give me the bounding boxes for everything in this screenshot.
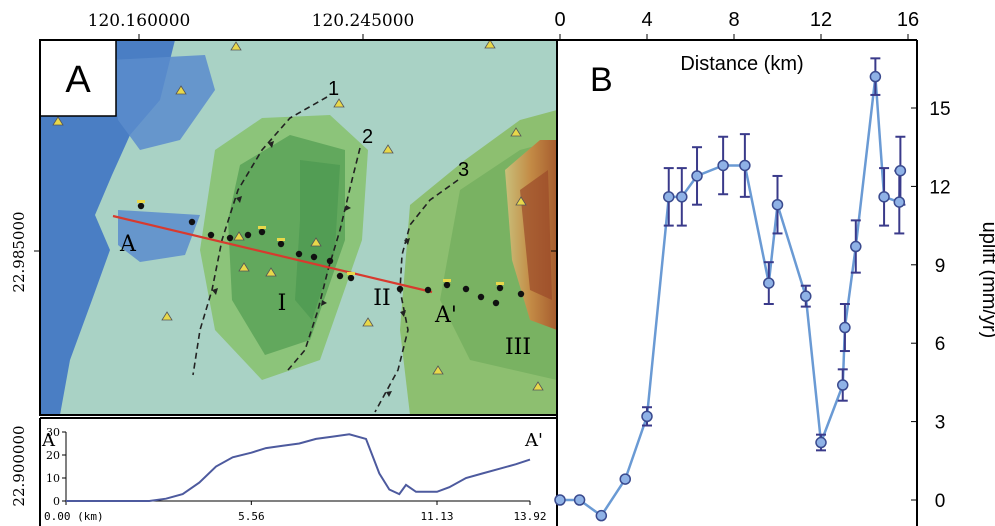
profile-y-tick-label: 30: [46, 426, 60, 439]
fault-label-2: 2: [362, 126, 373, 148]
profile-y-tick-label: 10: [46, 472, 60, 485]
y-tick-label: 15: [929, 99, 950, 120]
map-panel: A 1 2 3 I II III A A': [34, 34, 558, 416]
y-tick-label: 6: [935, 334, 946, 355]
map-top-tick-1: 120.160000: [88, 11, 191, 31]
profile-y-tick-label: 20: [46, 449, 60, 462]
profile-x-tick-label: 13.92: [513, 510, 546, 523]
fault-label-1: 1: [328, 78, 339, 100]
fault-lines: [192, 96, 459, 413]
fault-3: [374, 179, 459, 413]
chart-marks: [554, 57, 907, 522]
uplift-point: [554, 494, 566, 506]
panel-a-label: A: [65, 59, 91, 101]
profile-x-tick-label: 11.13: [420, 510, 453, 523]
uplift-point: [763, 277, 775, 289]
x-tick-label: 0: [554, 9, 565, 31]
fault-label-3: 3: [458, 159, 469, 181]
fault-2: [287, 147, 361, 371]
profile-x-tick-label: 0.00 (km): [44, 510, 104, 523]
uplift-point: [663, 191, 675, 203]
uplift-point: [771, 198, 784, 211]
elevation-profile-line: [66, 433, 531, 502]
profile-y-tick-label: 0: [53, 495, 60, 508]
profile-label-start: A: [41, 430, 56, 451]
uplift-point: [619, 473, 631, 485]
benchmark-caps: [137, 200, 504, 285]
y-tick-label: 9: [935, 256, 946, 277]
y-axis-title: uplift (mm/yr): [978, 222, 995, 339]
y-tick-label: 0: [935, 491, 946, 512]
x-tick-label: 16: [897, 9, 919, 31]
x-tick-label: 4: [641, 9, 652, 31]
uplift-point: [573, 494, 586, 506]
uplift-point: [878, 191, 890, 203]
profile-x-tick-label: 5.56: [238, 510, 265, 523]
x-tick-label: 12: [810, 9, 832, 31]
map-top-tick-2: 120.245000: [312, 11, 415, 31]
elevation-profile-panel: A A' 30 20 10 0 0.00 (km) 5.56 11.13 13.92: [39, 417, 558, 526]
uplift-point: [676, 191, 688, 203]
uplift-point: [839, 321, 851, 334]
fault-1: [192, 96, 328, 376]
profile-line: [112, 214, 433, 294]
uplift-point: [869, 70, 882, 83]
uplift-point: [894, 164, 907, 177]
profile-label-end: A': [524, 430, 543, 451]
block-label-3: III: [505, 335, 531, 360]
uplift-point: [717, 159, 729, 172]
uplift-point: [739, 159, 751, 172]
block-label-2: II: [373, 286, 390, 311]
panel-a-label-box: [39, 39, 117, 117]
benchmarks: [137, 202, 525, 307]
uplift-point: [641, 410, 653, 423]
uplift-point: [595, 509, 608, 522]
profile-end-label: A': [434, 303, 457, 328]
y-tick-label: 12: [929, 177, 950, 198]
uplift-point: [691, 170, 703, 182]
sea-area: [40, 40, 175, 415]
block-label-1: I: [278, 291, 287, 316]
map-left-tick-2: 22.900000: [10, 425, 28, 506]
uplift-point: [893, 196, 906, 208]
chart-ticks: 0 4 8 12 16 0 3 6 9 12 15: [554, 9, 950, 512]
lagoon-area: [110, 55, 215, 150]
x-tick-label: 8: [728, 9, 739, 31]
uplift-point: [850, 240, 862, 253]
mountain-peak: [520, 170, 552, 300]
profile-start-label: A: [119, 232, 137, 257]
uplift-chart: B Distance (km) uplift (mm/yr) 0 4 8 12 16 0 3…: [554, 9, 995, 526]
x-axis-title: Distance (km): [680, 53, 803, 75]
y-tick-label: 3: [935, 413, 946, 434]
panel-b-label: B: [590, 61, 613, 99]
fault-teeth: [212, 141, 410, 397]
gps-stations: [52, 39, 544, 391]
uplift-point: [800, 290, 812, 302]
uplift-point: [815, 436, 827, 449]
map-left-tick-1: 22.985000: [10, 211, 28, 292]
uplift-point: [837, 379, 849, 391]
